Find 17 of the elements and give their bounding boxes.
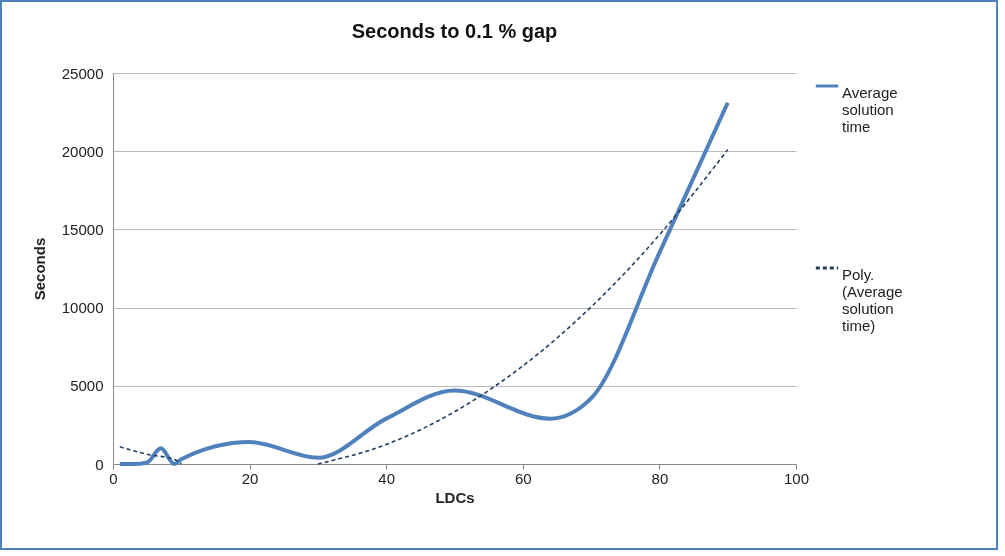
x-axis-title: LDCs (435, 488, 475, 506)
y-axis-title: Seconds (30, 237, 48, 301)
y-tick-label: 10000 (61, 299, 104, 317)
legend-label: Poly. (Average solution time) (842, 266, 903, 334)
x-tick-label: 80 (651, 469, 669, 487)
x-tick-label: 0 (109, 469, 118, 487)
x-tick-label: 20 (241, 469, 259, 487)
y-tick-label: 5000 (70, 377, 104, 395)
x-tick-label: 60 (514, 469, 532, 487)
y-tick-label: 25000 (61, 64, 104, 82)
y-tick-label: 15000 (61, 220, 104, 238)
chart-title: Seconds to 0.1 % gap (351, 20, 558, 42)
x-tick-label: 40 (378, 469, 396, 487)
y-tick-label: 0 (95, 455, 104, 473)
y-tick-label: 20000 (61, 142, 104, 160)
legend-label: Average solution time (842, 84, 898, 135)
x-tick-label: 100 (783, 469, 810, 487)
